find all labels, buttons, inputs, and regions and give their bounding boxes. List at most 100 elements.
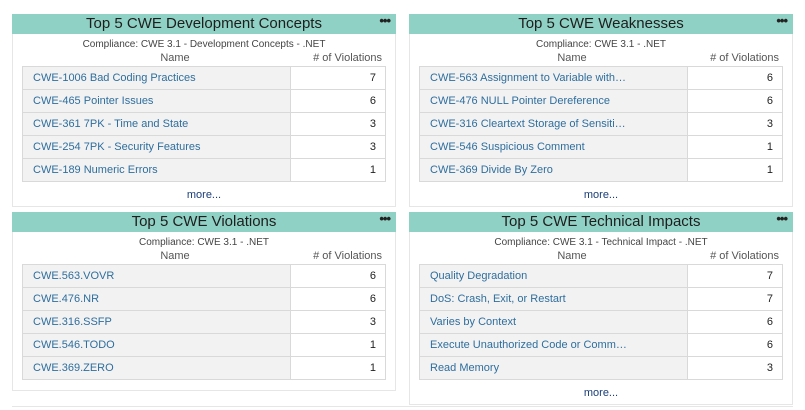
widget-body: Compliance: CWE 3.1 - Technical Impact -… bbox=[409, 232, 793, 405]
column-header-name: Name bbox=[160, 250, 190, 262]
more-link[interactable]: more... bbox=[186, 189, 222, 201]
row-count: 6 bbox=[290, 89, 386, 113]
table-row[interactable]: CWE.476.NR 6 bbox=[22, 287, 386, 311]
more-link[interactable]: more... bbox=[583, 189, 619, 201]
table-row[interactable]: CWE.369.ZERO 1 bbox=[22, 356, 386, 380]
row-count: 3 bbox=[290, 310, 386, 334]
row-name-link[interactable]: CWE-546 Suspicious Comment bbox=[419, 135, 688, 159]
results-table: Quality Degradation 7 DoS: Crash, Exit, o… bbox=[419, 264, 783, 380]
row-count: 7 bbox=[290, 66, 386, 90]
row-name-link[interactable]: CWE.316.SSFP bbox=[22, 310, 291, 334]
widget-title: Top 5 CWE Weaknesses bbox=[518, 15, 684, 32]
row-count: 1 bbox=[687, 135, 783, 159]
more-link[interactable]: more... bbox=[583, 387, 619, 399]
table-row[interactable]: CWE-369 Divide By Zero 1 bbox=[419, 158, 783, 182]
row-name-link[interactable]: CWE-361 7PK - Time and State bbox=[22, 112, 291, 136]
widget-title: Top 5 CWE Violations bbox=[131, 213, 277, 230]
ellipsis-icon[interactable]: ••• bbox=[776, 211, 788, 226]
results-table: CWE-563 Assignment to Variable with… 6 CW… bbox=[419, 66, 783, 182]
divider bbox=[12, 406, 793, 407]
table-row[interactable]: CWE.316.SSFP 3 bbox=[22, 310, 386, 334]
widget-technical-impacts: Top 5 CWE Technical Impacts ••• Complian… bbox=[409, 212, 793, 405]
column-headers: Name # of Violations bbox=[419, 249, 783, 263]
row-count: 7 bbox=[687, 264, 783, 288]
row-count: 1 bbox=[290, 333, 386, 357]
column-header-count: # of Violations bbox=[710, 52, 779, 64]
widget-title: Top 5 CWE Development Concepts bbox=[86, 15, 322, 32]
ellipsis-icon[interactable]: ••• bbox=[776, 13, 788, 28]
row-count: 6 bbox=[290, 264, 386, 288]
ellipsis-icon[interactable]: ••• bbox=[379, 13, 391, 28]
table-row[interactable]: CWE.546.TODO 1 bbox=[22, 333, 386, 357]
column-header-count: # of Violations bbox=[710, 250, 779, 262]
widget-subtitle: Compliance: CWE 3.1 - .NET bbox=[138, 237, 270, 248]
row-count: 3 bbox=[290, 112, 386, 136]
row-name-link[interactable]: Quality Degradation bbox=[419, 264, 688, 288]
column-header-name: Name bbox=[557, 52, 587, 64]
row-name-link[interactable]: DoS: Crash, Exit, or Restart bbox=[419, 287, 688, 311]
table-row[interactable]: CWE.563.VOVR 6 bbox=[22, 264, 386, 288]
ellipsis-icon[interactable]: ••• bbox=[379, 211, 391, 226]
widget-subtitle: Compliance: CWE 3.1 - .NET bbox=[535, 39, 667, 50]
widget-body: Compliance: CWE 3.1 - .NET Name # of Vio… bbox=[12, 232, 396, 391]
widget-subtitle: Compliance: CWE 3.1 - Development Concep… bbox=[82, 39, 326, 50]
table-row[interactable]: CWE-316 Cleartext Storage of Sensiti… 3 bbox=[419, 112, 783, 136]
row-count: 6 bbox=[687, 66, 783, 90]
widget-title: Top 5 CWE Technical Impacts bbox=[501, 213, 701, 230]
column-header-name: Name bbox=[160, 52, 190, 64]
row-name-link[interactable]: CWE.476.NR bbox=[22, 287, 291, 311]
row-count: 3 bbox=[687, 112, 783, 136]
widget-body: Compliance: CWE 3.1 - .NET Name # of Vio… bbox=[409, 34, 793, 207]
column-header-count: # of Violations bbox=[313, 52, 382, 64]
table-row[interactable]: CWE-465 Pointer Issues 6 bbox=[22, 89, 386, 113]
row-count: 3 bbox=[687, 356, 783, 380]
row-name-link[interactable]: CWE-563 Assignment to Variable with… bbox=[419, 66, 688, 90]
row-count: 7 bbox=[687, 287, 783, 311]
row-name-link[interactable]: CWE.563.VOVR bbox=[22, 264, 291, 288]
table-row[interactable]: DoS: Crash, Exit, or Restart 7 bbox=[419, 287, 783, 311]
row-name-link[interactable]: CWE-465 Pointer Issues bbox=[22, 89, 291, 113]
table-row[interactable]: Read Memory 3 bbox=[419, 356, 783, 380]
row-name-link[interactable]: Varies by Context bbox=[419, 310, 688, 334]
row-name-link[interactable]: CWE-316 Cleartext Storage of Sensiti… bbox=[419, 112, 688, 136]
row-name-link[interactable]: CWE-476 NULL Pointer Dereference bbox=[419, 89, 688, 113]
table-row[interactable]: CWE-254 7PK - Security Features 3 bbox=[22, 135, 386, 159]
row-count: 6 bbox=[687, 89, 783, 113]
widget-subtitle: Compliance: CWE 3.1 - Technical Impact -… bbox=[494, 237, 708, 248]
results-table: CWE.563.VOVR 6 CWE.476.NR 6 CWE.316.SSFP 3 … bbox=[22, 264, 386, 380]
table-row[interactable]: CWE-1006 Bad Coding Practices 7 bbox=[22, 66, 386, 90]
widget-violations: Top 5 CWE Violations ••• Compliance: CWE… bbox=[12, 212, 396, 391]
table-row[interactable]: CWE-546 Suspicious Comment 1 bbox=[419, 135, 783, 159]
row-name-link[interactable]: CWE-254 7PK - Security Features bbox=[22, 135, 291, 159]
table-row[interactable]: CWE-189 Numeric Errors 1 bbox=[22, 158, 386, 182]
table-row[interactable]: CWE-361 7PK - Time and State 3 bbox=[22, 112, 386, 136]
widget-header: Top 5 CWE Violations ••• bbox=[12, 212, 396, 232]
row-name-link[interactable]: CWE-189 Numeric Errors bbox=[22, 158, 291, 182]
row-name-link[interactable]: CWE-1006 Bad Coding Practices bbox=[22, 66, 291, 90]
row-name-link[interactable]: Read Memory bbox=[419, 356, 688, 380]
row-count: 3 bbox=[290, 135, 386, 159]
widget-development-concepts: Top 5 CWE Development Concepts ••• Compl… bbox=[12, 14, 396, 207]
row-count: 6 bbox=[290, 287, 386, 311]
widget-header: Top 5 CWE Weaknesses ••• bbox=[409, 14, 793, 34]
table-row[interactable]: CWE-476 NULL Pointer Dereference 6 bbox=[419, 89, 783, 113]
column-headers: Name # of Violations bbox=[22, 51, 386, 65]
column-header-count: # of Violations bbox=[313, 250, 382, 262]
widget-header: Top 5 CWE Technical Impacts ••• bbox=[409, 212, 793, 232]
row-name-link[interactable]: Execute Unauthorized Code or Comm… bbox=[419, 333, 688, 357]
widget-body: Compliance: CWE 3.1 - Development Concep… bbox=[12, 34, 396, 207]
row-count: 1 bbox=[687, 158, 783, 182]
results-table: CWE-1006 Bad Coding Practices 7 CWE-465 P… bbox=[22, 66, 386, 182]
column-headers: Name # of Violations bbox=[22, 249, 386, 263]
row-count: 1 bbox=[290, 356, 386, 380]
row-count: 6 bbox=[687, 333, 783, 357]
table-row[interactable]: Quality Degradation 7 bbox=[419, 264, 783, 288]
table-row[interactable]: Execute Unauthorized Code or Comm… 6 bbox=[419, 333, 783, 357]
table-row[interactable]: CWE-563 Assignment to Variable with… 6 bbox=[419, 66, 783, 90]
table-row[interactable]: Varies by Context 6 bbox=[419, 310, 783, 334]
row-name-link[interactable]: CWE-369 Divide By Zero bbox=[419, 158, 688, 182]
row-count: 6 bbox=[687, 310, 783, 334]
row-name-link[interactable]: CWE.546.TODO bbox=[22, 333, 291, 357]
row-name-link[interactable]: CWE.369.ZERO bbox=[22, 356, 291, 380]
widget-weaknesses: Top 5 CWE Weaknesses ••• Compliance: CWE… bbox=[409, 14, 793, 207]
